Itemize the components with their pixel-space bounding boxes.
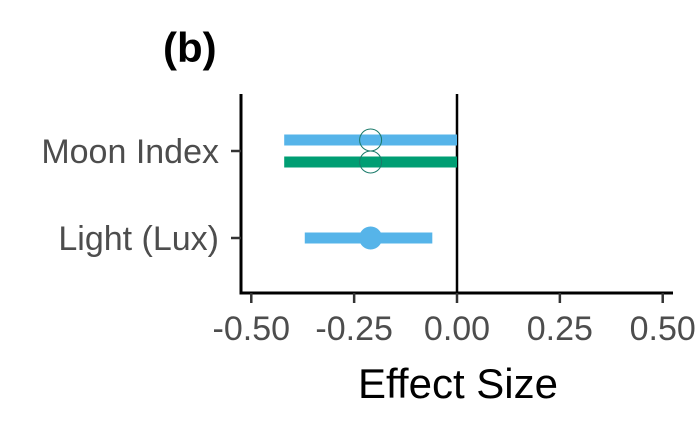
y-tick-label: Light (Lux) — [58, 220, 219, 258]
x-tick-label: 0.00 — [424, 310, 490, 348]
point-estimate-marker — [359, 150, 383, 174]
x-tick-label: -0.25 — [315, 310, 393, 348]
point-estimate-marker — [359, 226, 383, 250]
x-tick-label: 0.50 — [630, 310, 696, 348]
y-tick-label: Moon Index — [41, 133, 219, 171]
x-tick-label: -0.50 — [213, 310, 291, 348]
x-axis-title: Effect Size — [358, 360, 558, 407]
x-tick-label: 0.25 — [527, 310, 593, 348]
panel-label: (b) — [163, 24, 217, 71]
